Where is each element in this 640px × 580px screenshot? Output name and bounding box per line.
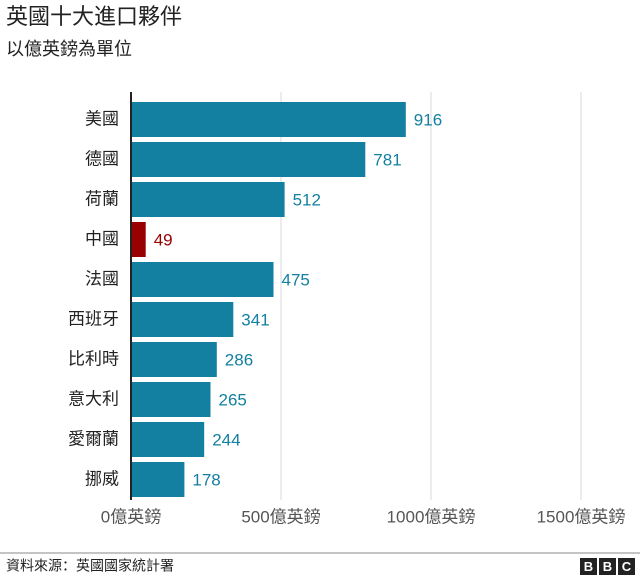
- logo-letter: B: [584, 559, 593, 574]
- logo-box: [618, 558, 635, 575]
- y-tick-label: 挪威: [85, 469, 119, 488]
- value-label: 49: [154, 230, 173, 249]
- chart-title: 英國十大進口夥伴: [6, 4, 182, 29]
- value-label: 265: [219, 390, 247, 409]
- y-tick-label: 意大利: [68, 389, 119, 408]
- y-tick-label: 西班牙: [68, 309, 119, 328]
- y-tick-label: 美國: [85, 109, 119, 128]
- logo-box: [599, 558, 616, 575]
- bar: [131, 302, 234, 337]
- value-label: 916: [414, 110, 442, 129]
- x-tick-label: 1500億英鎊: [537, 507, 626, 526]
- bar: [131, 422, 205, 457]
- x-tick-label: 1000億英鎊: [387, 507, 476, 526]
- value-label: 781: [373, 150, 401, 169]
- bar: [131, 142, 366, 177]
- logo-letter: B: [603, 559, 612, 574]
- bar: [131, 462, 185, 497]
- y-tick-label: 德國: [85, 149, 119, 168]
- bar: [131, 222, 146, 257]
- chart-subtitle: 以億英鎊為單位: [6, 39, 132, 59]
- y-tick-label: 愛爾蘭: [68, 429, 119, 448]
- y-tick-label: 中國: [85, 229, 119, 248]
- source: 資料來源：英國國家統計署: [6, 558, 174, 574]
- value-label: 341: [241, 310, 269, 329]
- bar: [131, 182, 285, 217]
- value-label: 178: [192, 470, 220, 489]
- value-label: 475: [282, 270, 310, 289]
- x-tick-label: 0億英鎊: [101, 507, 161, 526]
- value-label: 244: [212, 430, 240, 449]
- bar: [131, 382, 211, 417]
- y-tick-label: 荷蘭: [85, 189, 119, 208]
- bar: [131, 102, 406, 137]
- logo-box: [580, 558, 597, 575]
- logo-letter: C: [622, 559, 632, 574]
- value-label: 286: [225, 350, 253, 369]
- value-label: 512: [293, 190, 321, 209]
- bar: [131, 342, 217, 377]
- x-tick-label: 500億英鎊: [241, 507, 320, 526]
- bar: [131, 262, 274, 297]
- y-tick-label: 比利時: [68, 349, 119, 368]
- y-tick-label: 法國: [85, 269, 119, 288]
